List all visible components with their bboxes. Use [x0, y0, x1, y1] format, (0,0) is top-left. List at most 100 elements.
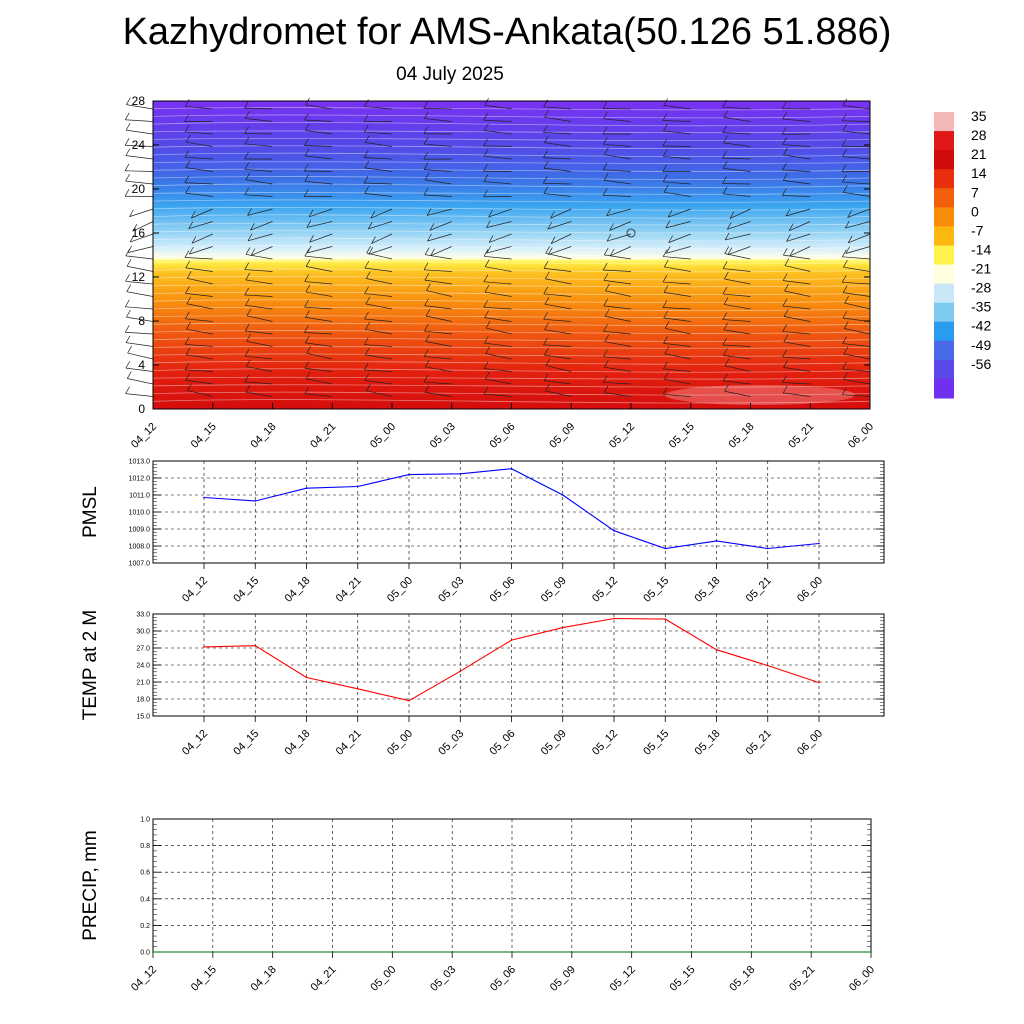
wind-barb [189, 246, 213, 255]
colorbar-swatch [934, 131, 954, 151]
x-tick-label: 06_00 [795, 575, 825, 605]
wind-barb [848, 233, 871, 244]
wind-barb-flag [244, 111, 250, 119]
wind-barb [424, 305, 452, 310]
wind-barb [126, 316, 154, 322]
wind-barb [845, 221, 871, 229]
wind-barb [666, 246, 691, 254]
wind-barb [604, 179, 632, 185]
wind-barb-flag [184, 150, 190, 158]
wind-barb [782, 382, 811, 385]
wind-barb [662, 281, 691, 285]
y-tick-label: 8 [138, 314, 145, 328]
wind-barb-flag [363, 124, 369, 133]
y-tick-label: 16 [132, 226, 146, 240]
wind-barb [843, 353, 871, 360]
x-tick-label: 04_18 [283, 575, 313, 605]
y-tick-label: 18.0 [136, 697, 150, 704]
wind-barb [605, 290, 632, 297]
wind-barb [424, 179, 452, 185]
wind-barb [663, 155, 691, 160]
wind-barb-flag [250, 222, 255, 231]
wind-barb [125, 331, 154, 335]
wind-barb [662, 120, 691, 122]
wind-barb-flag [245, 247, 251, 255]
wind-barb [425, 341, 452, 347]
wind-barb-flag [246, 308, 252, 316]
wind-barb [364, 182, 393, 185]
wind-barb-flag [484, 259, 490, 267]
wind-barb-flag [785, 208, 791, 217]
contour-line [152, 214, 871, 219]
wind-barb [364, 380, 393, 385]
data-point [561, 626, 564, 629]
wind-barb-flag [184, 114, 190, 122]
wind-barb-flag [430, 248, 435, 256]
wind-barb [604, 341, 632, 347]
wind-barb [250, 246, 273, 256]
wind-barb [722, 293, 751, 297]
wind-barb-flag [544, 135, 549, 143]
wind-barb [366, 278, 393, 285]
wind-barb-flag [304, 248, 310, 257]
wind-barb [366, 252, 393, 260]
wind-barb-flag [244, 262, 250, 270]
wind-barb-flag [543, 312, 548, 320]
wind-barb-flag [483, 361, 489, 369]
contour-line [152, 130, 871, 134]
x-tick-label: 05_03 [428, 964, 458, 994]
wind-barb-flag [483, 386, 489, 395]
data-point [305, 487, 308, 490]
wind-barb-flag [782, 188, 787, 196]
wind-barb-flag [783, 147, 788, 156]
wind-barb [424, 143, 452, 147]
wind-barb-flag [423, 187, 429, 196]
wind-barb [667, 208, 691, 218]
contour-line [152, 137, 871, 142]
wind-barb-flag [129, 209, 134, 217]
wind-barb-flag [186, 322, 191, 330]
wind-barb-flag [244, 374, 250, 382]
wind-barb-flag [609, 223, 614, 231]
wind-barb-flag [366, 245, 371, 254]
x-tick-label: 05_06 [488, 964, 518, 994]
contour-line [152, 253, 871, 257]
wind-barb [544, 354, 572, 360]
wind-barb-flag [363, 362, 369, 371]
wind-barb [247, 208, 273, 216]
wind-barb-flag [722, 186, 728, 195]
wind-barb [365, 303, 393, 310]
wind-barb-flag [603, 349, 608, 357]
wind-barb-flag [423, 349, 429, 357]
colorbar-swatch [934, 226, 954, 246]
wind-barb-flag [782, 349, 787, 358]
wind-barb-flag [722, 337, 727, 346]
wind-barb [309, 233, 333, 243]
data-point [561, 494, 564, 496]
contour-line [152, 353, 871, 357]
x-tick-label: 04_15 [189, 964, 219, 994]
wind-barb [126, 342, 154, 347]
wind-barb-flag [544, 322, 549, 330]
wind-barb [187, 277, 213, 285]
y-tick-label: 15.0 [136, 714, 150, 721]
wind-barb [304, 393, 333, 397]
wind-barb [125, 280, 154, 285]
data-point [203, 496, 205, 499]
wind-barb [842, 368, 871, 372]
wind-barb-flag [483, 138, 488, 146]
wind-barb-flag [604, 147, 609, 155]
wind-barb-flag [722, 312, 728, 320]
wind-barb [723, 168, 751, 172]
wind-barb [784, 290, 811, 297]
wind-barb-flag [184, 311, 190, 320]
wind-barb [127, 378, 154, 385]
wind-barb-flag [126, 259, 132, 267]
x-tick-label: 05_12 [590, 728, 620, 758]
wind-barb [364, 193, 393, 197]
wind-barb [132, 221, 154, 232]
wind-barb [604, 154, 632, 160]
wind-barb [483, 119, 512, 122]
x-tick-label: 05_15 [668, 964, 698, 994]
data-point [750, 951, 753, 953]
